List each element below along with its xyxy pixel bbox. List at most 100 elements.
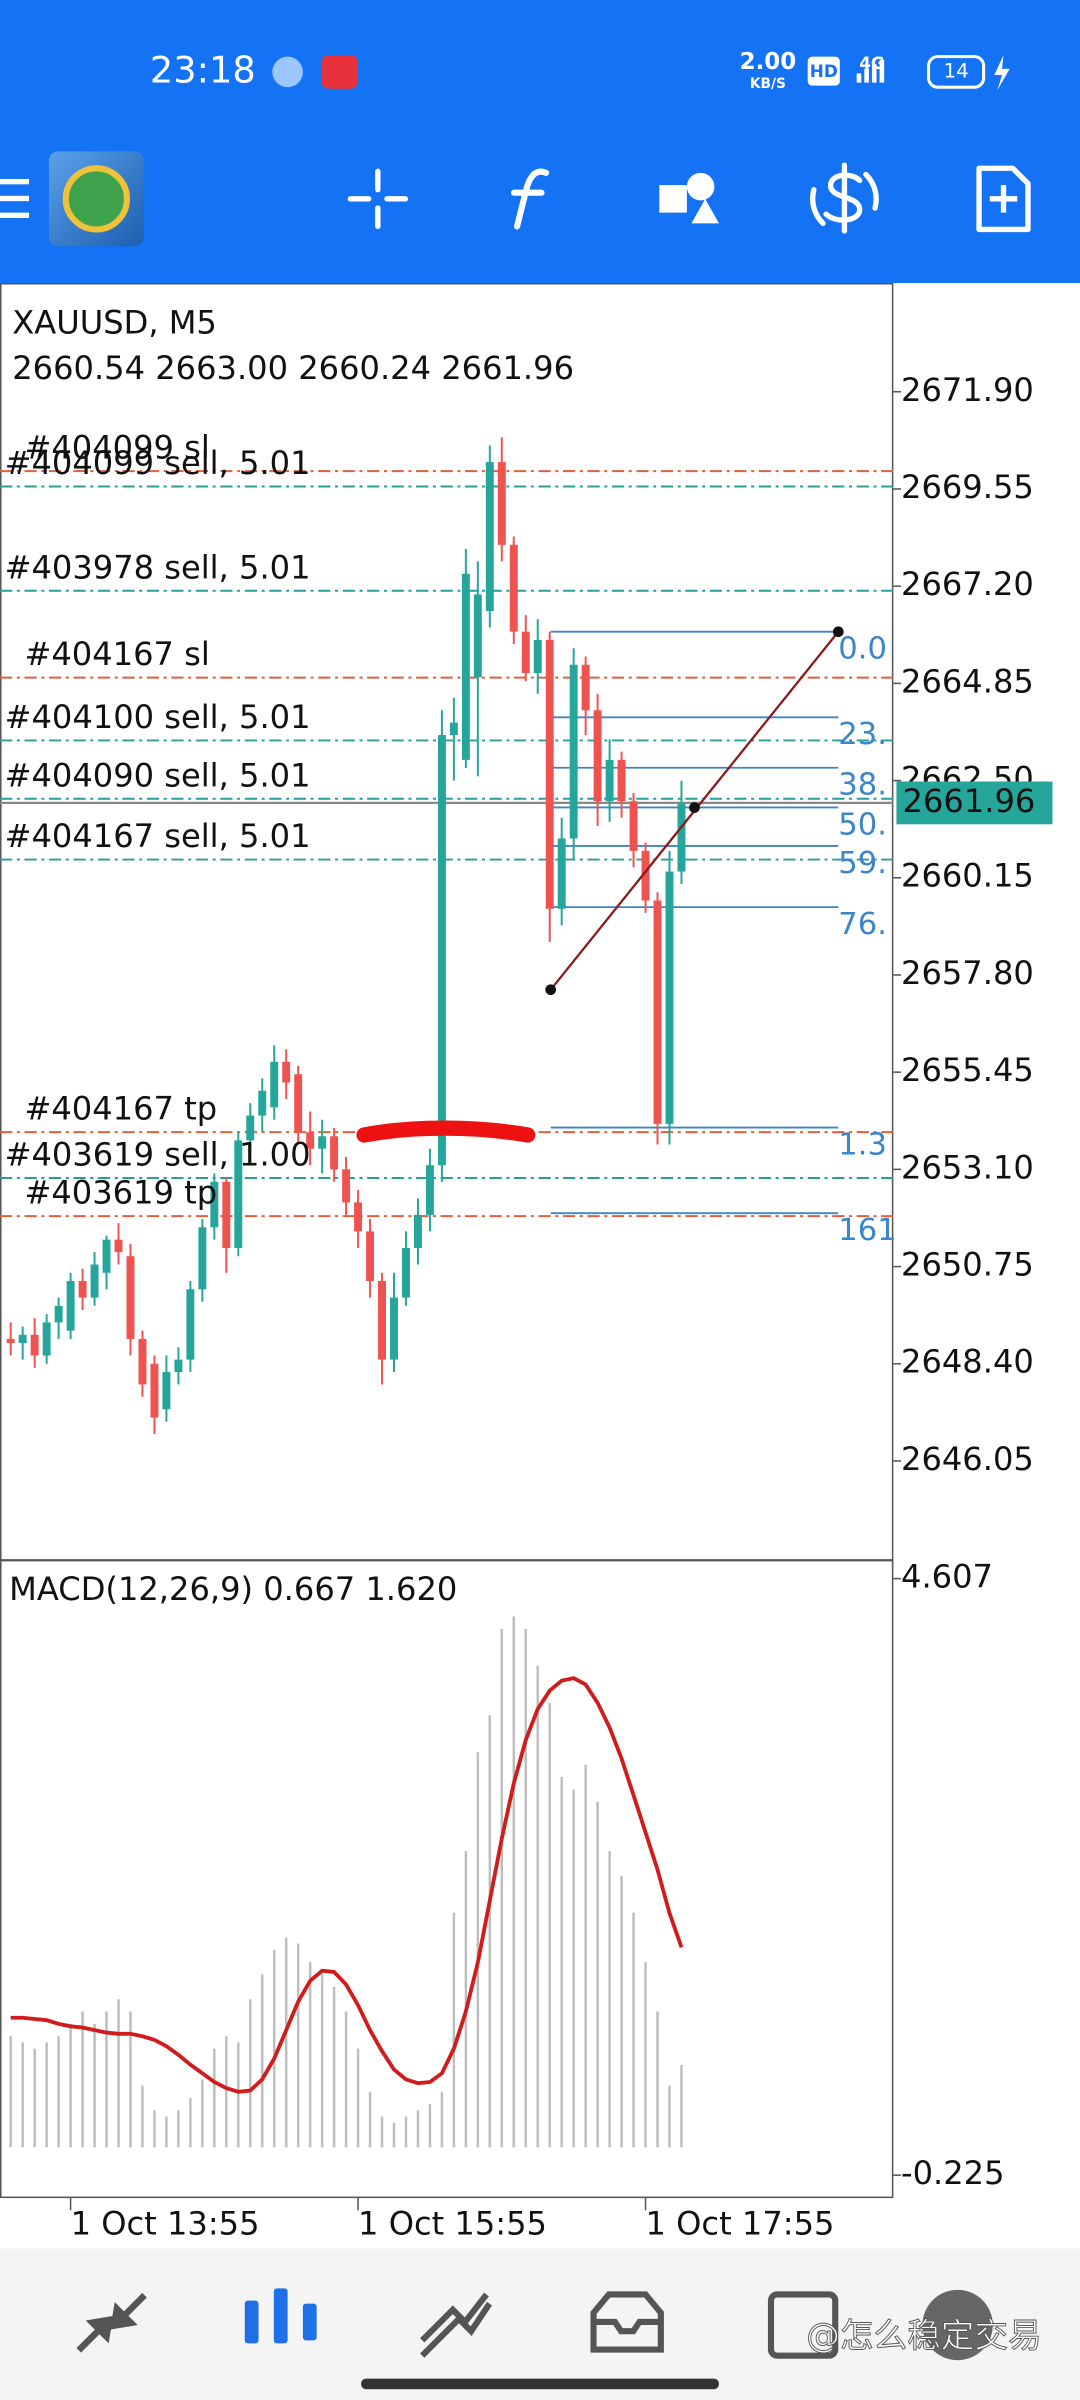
fib-label: 76. bbox=[838, 907, 887, 942]
menu-line bbox=[0, 178, 30, 185]
hd-badge bbox=[807, 56, 840, 86]
candle-body bbox=[90, 1264, 99, 1298]
y-tick-label: 2648.40 bbox=[901, 1343, 1034, 1381]
logo-globe bbox=[62, 165, 131, 233]
y-tick-label: 2650.75 bbox=[901, 1246, 1034, 1284]
y-tick-label: 2667.20 bbox=[901, 565, 1034, 603]
candle-body bbox=[378, 1281, 387, 1360]
candle-body bbox=[174, 1359, 183, 1373]
order-label: #404100 sell, 5.01 bbox=[5, 698, 311, 736]
objects-button[interactable] bbox=[659, 172, 719, 224]
candle-body bbox=[545, 639, 554, 909]
current-price-label: 2661.96 bbox=[903, 782, 1036, 820]
weather-icon bbox=[272, 56, 303, 88]
candle-body bbox=[102, 1239, 111, 1273]
candle-body bbox=[162, 1372, 171, 1410]
crosshair-button[interactable] bbox=[347, 168, 409, 230]
fib-label: 0.0 bbox=[838, 632, 887, 667]
candle-body bbox=[354, 1202, 363, 1232]
net-unit: KB/S bbox=[750, 76, 786, 92]
nav-icon bbox=[110, 2292, 147, 2330]
candle-body bbox=[186, 1289, 195, 1360]
indicators-button[interactable] bbox=[510, 168, 550, 230]
macd-signal-line bbox=[10, 1676, 684, 2094]
candle-body bbox=[449, 722, 458, 736]
candle-body bbox=[677, 802, 686, 872]
x-tick-label: 1 Oct 13:55 bbox=[71, 2205, 260, 2243]
journal-tab[interactable] bbox=[767, 2291, 839, 2359]
macd-y-tick-label: 4.607 bbox=[901, 1558, 993, 1596]
order-label: #404090 sell, 5.01 bbox=[5, 756, 311, 794]
hd-text: HD bbox=[810, 61, 838, 81]
net-speed: 2.00 bbox=[740, 49, 797, 75]
ohlc-line: 2660.54 2663.00 2660.24 2661.96 bbox=[12, 349, 574, 387]
candle-body bbox=[138, 1338, 147, 1385]
history-tab[interactable] bbox=[590, 2291, 664, 2353]
candle-body bbox=[461, 573, 470, 760]
y-tick-label: 2657.80 bbox=[901, 954, 1034, 992]
y-tick-label: 2653.10 bbox=[901, 1148, 1034, 1186]
trade-button[interactable] bbox=[810, 162, 879, 234]
battery-level: 14 bbox=[943, 59, 968, 82]
menu-button[interactable] bbox=[0, 178, 30, 218]
candle-body bbox=[653, 900, 662, 1124]
y-tick-label: 2660.15 bbox=[901, 857, 1034, 895]
battery bbox=[927, 55, 986, 89]
candle-body bbox=[126, 1256, 135, 1339]
candle-body bbox=[425, 1165, 434, 1215]
candle-body bbox=[521, 631, 530, 674]
trend-point bbox=[545, 984, 557, 996]
candle-body bbox=[641, 850, 650, 901]
candle-body bbox=[222, 1181, 231, 1248]
chart-labels: XAUUSD, M5 2660.54 2663.00 2660.24 2661.… bbox=[5, 303, 1053, 2243]
order-label: #404167 sl bbox=[24, 635, 209, 673]
icon-stroke bbox=[810, 186, 826, 227]
candle-body bbox=[30, 1334, 39, 1356]
candle-body bbox=[569, 664, 578, 839]
annotations bbox=[356, 626, 844, 1143]
candle-body bbox=[485, 462, 494, 611]
current-price-box bbox=[896, 781, 1053, 825]
fib-label: 38. bbox=[838, 768, 887, 803]
trend-point bbox=[832, 626, 844, 638]
signal-bar bbox=[879, 59, 885, 83]
menu-line bbox=[0, 195, 30, 202]
chart-tab[interactable] bbox=[244, 2288, 317, 2344]
candle-body bbox=[42, 1322, 51, 1356]
trend-point bbox=[689, 802, 700, 814]
settings-tab[interactable] bbox=[922, 2289, 993, 2361]
candle-body bbox=[437, 735, 446, 1166]
candle-body bbox=[18, 1334, 27, 1344]
candle-body bbox=[473, 594, 482, 678]
candle-body bbox=[509, 544, 518, 632]
symbol-title: XAUUSD, M5 bbox=[12, 303, 217, 341]
candle-body bbox=[294, 1074, 303, 1133]
candle-body bbox=[6, 1338, 15, 1344]
nav-icon bbox=[76, 2315, 114, 2353]
icon-shape bbox=[659, 185, 687, 213]
candle-body bbox=[581, 664, 590, 711]
order-label: #404167 tp bbox=[24, 1090, 217, 1128]
y-tick-label: 2669.55 bbox=[901, 468, 1034, 506]
fib-label: 161 bbox=[838, 1213, 896, 1248]
price-plot bbox=[0, 437, 894, 1435]
quotes-tab[interactable] bbox=[76, 2292, 147, 2353]
app-icon bbox=[321, 55, 358, 89]
candle-body bbox=[282, 1061, 291, 1083]
candle-body bbox=[557, 838, 566, 909]
candle-body bbox=[402, 1247, 410, 1298]
candle-body bbox=[617, 759, 626, 802]
icon-shape bbox=[691, 198, 719, 224]
signal-bar bbox=[856, 73, 862, 83]
icon-shape bbox=[686, 172, 715, 201]
candle-body bbox=[497, 462, 506, 545]
macd-y-tick-label: -0.225 bbox=[901, 2154, 1005, 2192]
candle-body bbox=[629, 801, 638, 851]
new-order-button[interactable] bbox=[976, 165, 1031, 233]
fib-label: 1.3 bbox=[838, 1127, 887, 1162]
candle-body bbox=[246, 1115, 255, 1141]
candle-body bbox=[413, 1214, 422, 1248]
trade-tab[interactable] bbox=[420, 2292, 493, 2358]
order-label: #404099 sl bbox=[24, 429, 209, 467]
